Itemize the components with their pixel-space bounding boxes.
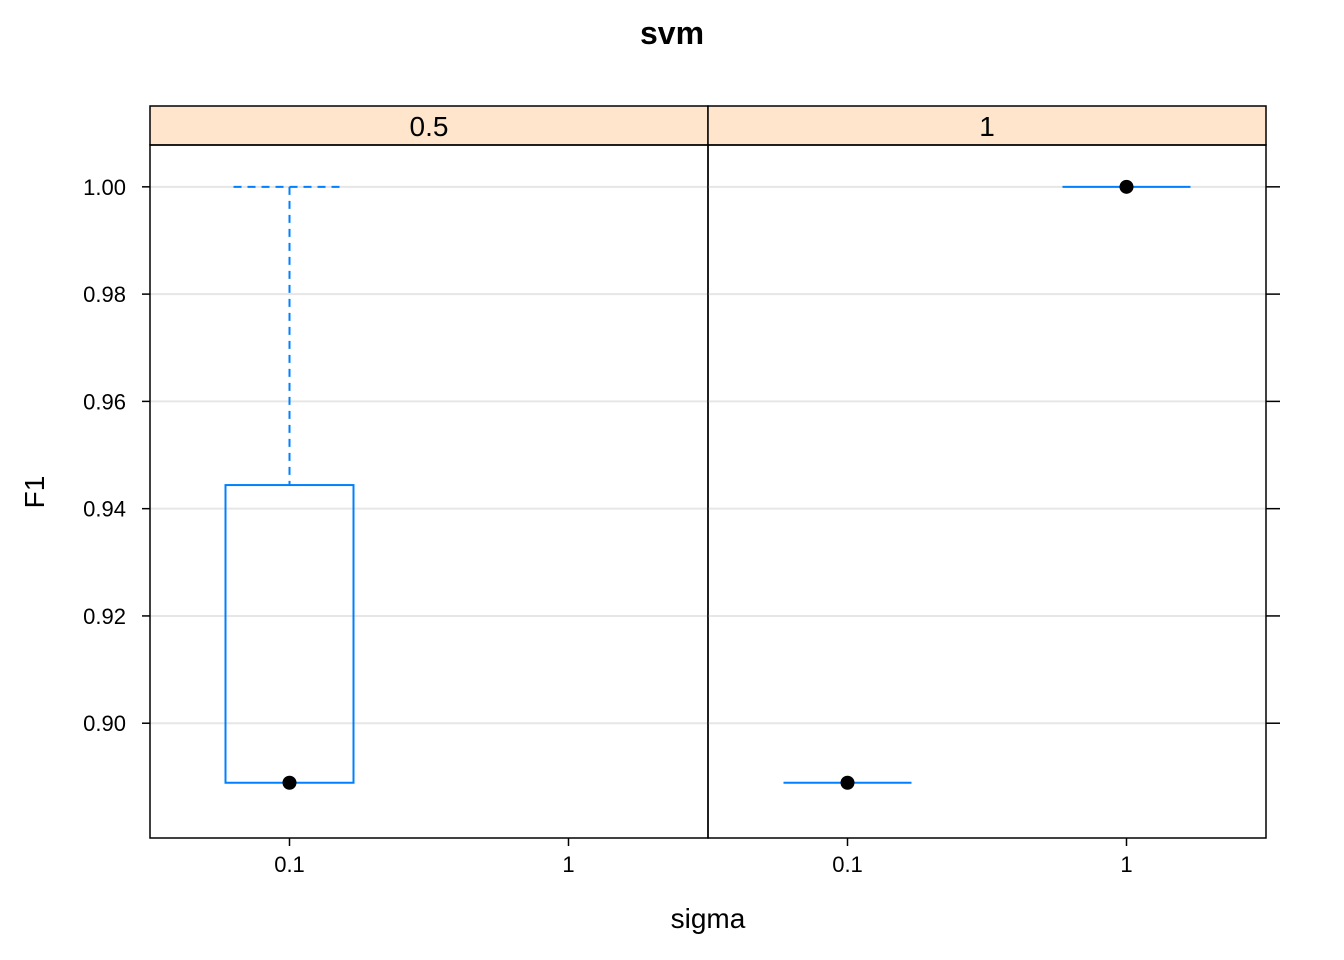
x-axis-label: sigma [671,903,746,934]
y-axis-label: F1 [19,476,50,509]
panel-strip-label: 1 [979,111,995,142]
panel-frame [149,144,709,839]
box [224,484,355,784]
y-tick-label: 0.90 [83,711,126,736]
y-tick-label: 1.00 [83,175,126,200]
y-tick-label: 0.92 [83,604,126,629]
plot-area: 0.5 0.1 1 1 0.1 1 0.90 0.92 0.94 0.96 0.98 1.00 [83,105,1280,877]
x-tick-label: 1 [562,852,574,877]
y-tick-label: 0.94 [83,497,126,522]
panel-strip [149,105,709,146]
x-tick-label: 1 [1120,852,1132,877]
median-dot [840,775,855,790]
x-tick-label: 0.1 [832,852,863,877]
chart-title: svm [640,15,704,51]
median-dot [1119,179,1134,194]
y-tick-label: 0.98 [83,282,126,307]
x-tick-label: 0.1 [274,852,305,877]
panel-frame [707,144,1267,839]
panel-strip-label: 0.5 [410,111,449,142]
median-dot [282,775,297,790]
y-tick-label: 0.96 [83,389,126,414]
